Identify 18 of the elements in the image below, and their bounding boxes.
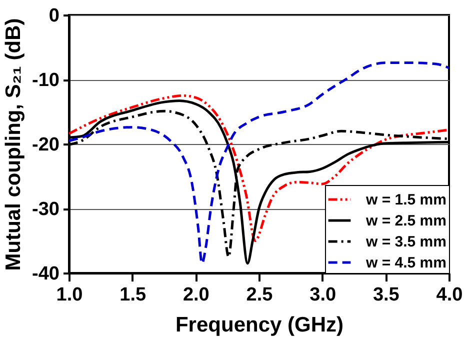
y-tick-label: -10 bbox=[32, 70, 60, 91]
y-tick-label: -40 bbox=[32, 264, 60, 284]
x-tick-label: 3.0 bbox=[310, 284, 336, 306]
legend-label: w = 3.5 mm bbox=[365, 234, 446, 250]
x-tick-label: 1.5 bbox=[120, 284, 146, 306]
x-tick-label: 2.5 bbox=[246, 284, 274, 306]
legend-label: w = 2.5 mm bbox=[365, 212, 446, 230]
x-tick-label: 3.5 bbox=[372, 284, 400, 306]
x-tick-label: 2.0 bbox=[182, 284, 210, 306]
x-tick-label: 4.0 bbox=[436, 284, 463, 306]
legend-label: w = 1.5 mm bbox=[365, 192, 446, 208]
x-tick-label: 1.0 bbox=[56, 284, 83, 306]
y-axis-title: Mutual coupling, S₂₁ (dB) bbox=[2, 18, 26, 271]
y-tick-label: -20 bbox=[32, 134, 60, 156]
legend-label: w = 4.5 mm bbox=[365, 254, 446, 272]
x-axis-title: Frequency (GHz) bbox=[175, 314, 344, 336]
y-tick-label: -30 bbox=[32, 199, 60, 220]
y-tick-label: 0 bbox=[48, 6, 60, 26]
